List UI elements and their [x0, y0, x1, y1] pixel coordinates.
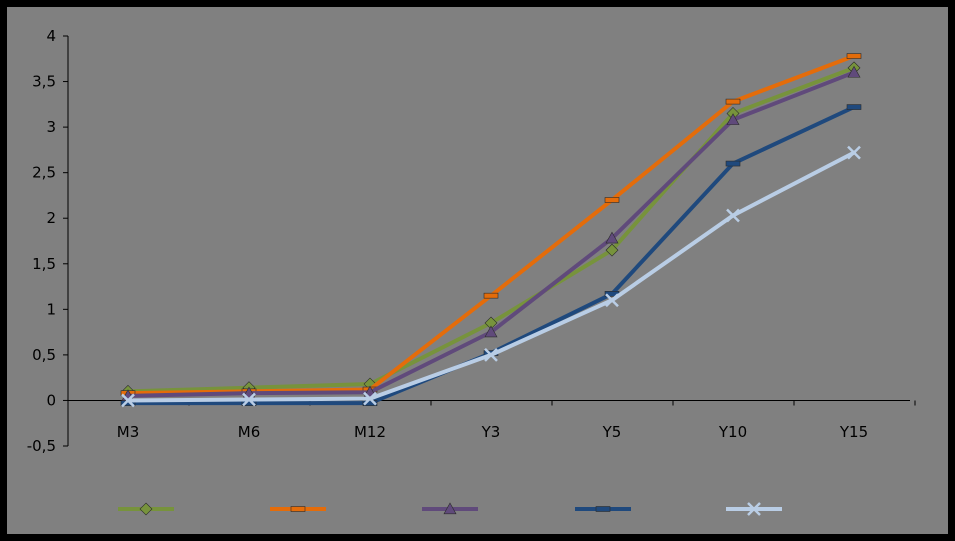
series-2-point	[483, 292, 499, 299]
legend-marker-3	[443, 502, 457, 515]
legend-marker-1	[139, 502, 153, 516]
series-5-point	[121, 393, 135, 408]
series-2-point	[725, 98, 741, 105]
legend-marker-4	[595, 506, 611, 512]
y-tick-label: 3,5	[32, 73, 56, 91]
series-3-point	[847, 65, 861, 78]
series-1-point	[605, 243, 619, 257]
x-tick-label: Y3	[481, 423, 501, 441]
legend-marker-5	[747, 502, 761, 516]
series-5-point	[484, 348, 498, 362]
y-tick-label: -0,5	[27, 437, 56, 455]
y-tick-label: 4	[46, 27, 56, 45]
chart-background	[7, 7, 948, 534]
series-5-point	[363, 391, 377, 406]
x-tick-label: Y15	[839, 423, 868, 441]
x-tick-label: M6	[238, 423, 261, 441]
series-4-point	[725, 160, 741, 167]
series-5-point	[605, 293, 619, 308]
series-5-point	[847, 145, 861, 160]
x-tick-label: Y10	[718, 423, 747, 441]
series-3-point	[605, 231, 619, 244]
series-2-point	[846, 53, 862, 59]
series-4-point	[362, 400, 378, 406]
x-tick-label: M12	[354, 423, 386, 441]
y-tick-label: 1,5	[32, 255, 56, 273]
series-4-point	[846, 104, 862, 110]
y-tick-label: 1	[46, 300, 56, 318]
series-5-point	[726, 208, 740, 223]
y-tick-label: 3	[46, 118, 56, 136]
x-tick-label: Y5	[602, 423, 622, 441]
series-3-point	[484, 325, 498, 338]
y-tick-label: 2,5	[32, 164, 56, 182]
series-2-point	[604, 197, 620, 203]
series-5-point	[242, 392, 256, 407]
series-3-point	[726, 113, 740, 125]
y-tick-label: 0	[46, 391, 56, 409]
y-tick-label: 0,5	[32, 346, 56, 364]
legend-marker-2	[290, 506, 306, 512]
x-tick-label: M3	[117, 423, 140, 441]
y-tick-label: 2	[46, 209, 56, 227]
